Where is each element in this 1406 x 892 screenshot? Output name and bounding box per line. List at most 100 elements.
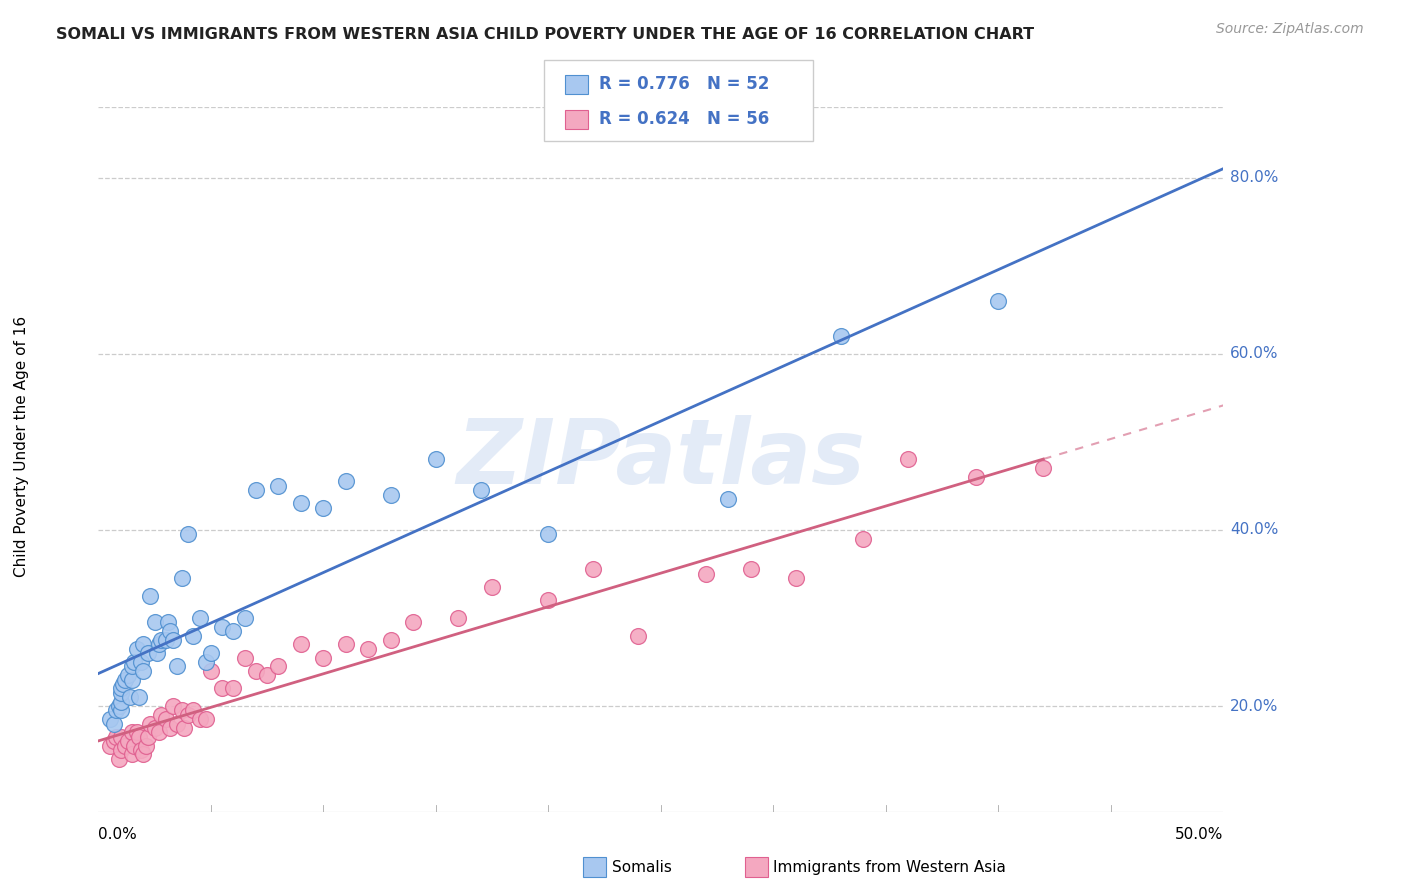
Point — [159, 721, 181, 735]
Point — [148, 725, 170, 739]
Text: 80.0%: 80.0% — [1230, 170, 1278, 185]
Point — [335, 475, 357, 489]
Point — [110, 695, 132, 709]
Point — [170, 703, 193, 717]
Point — [785, 571, 807, 585]
Point — [166, 659, 188, 673]
Point — [740, 562, 762, 576]
Point — [110, 686, 132, 700]
Point — [105, 703, 128, 717]
Point — [103, 716, 125, 731]
Point — [162, 699, 184, 714]
Point — [103, 734, 125, 748]
Point — [695, 566, 717, 581]
Point — [110, 743, 132, 757]
Point — [830, 329, 852, 343]
Point — [132, 664, 155, 678]
Point — [150, 632, 173, 647]
Point — [195, 712, 218, 726]
Point — [256, 668, 278, 682]
Point — [852, 532, 875, 546]
Point — [107, 752, 129, 766]
Point — [290, 496, 312, 510]
Point — [233, 650, 256, 665]
Point — [335, 637, 357, 651]
Point — [233, 611, 256, 625]
Point — [290, 637, 312, 651]
Point — [98, 712, 121, 726]
Text: Child Poverty Under the Age of 16: Child Poverty Under the Age of 16 — [14, 316, 28, 576]
Point — [170, 571, 193, 585]
Point — [470, 483, 492, 498]
Point — [447, 611, 470, 625]
Point — [121, 747, 143, 762]
Text: ZIPatlas: ZIPatlas — [457, 416, 865, 503]
Point — [132, 637, 155, 651]
Point — [245, 664, 267, 678]
Point — [312, 500, 335, 515]
Point — [267, 479, 290, 493]
Point — [425, 452, 447, 467]
Point — [124, 655, 146, 669]
Point — [114, 673, 136, 687]
Text: Somalis: Somalis — [612, 860, 672, 874]
Point — [135, 739, 157, 753]
Point — [188, 712, 211, 726]
Point — [200, 646, 222, 660]
Point — [987, 293, 1010, 308]
Text: Immigrants from Western Asia: Immigrants from Western Asia — [773, 860, 1007, 874]
Text: R = 0.624   N = 56: R = 0.624 N = 56 — [599, 111, 769, 128]
Text: SOMALI VS IMMIGRANTS FROM WESTERN ASIA CHILD POVERTY UNDER THE AGE OF 16 CORRELA: SOMALI VS IMMIGRANTS FROM WESTERN ASIA C… — [56, 27, 1035, 42]
Point — [143, 721, 166, 735]
Text: 40.0%: 40.0% — [1230, 523, 1278, 537]
Text: 60.0%: 60.0% — [1230, 346, 1278, 361]
Point — [181, 703, 204, 717]
Point — [162, 632, 184, 647]
Point — [155, 712, 177, 726]
Point — [132, 747, 155, 762]
Point — [117, 668, 139, 682]
Point — [136, 730, 159, 744]
Text: 20.0%: 20.0% — [1230, 698, 1278, 714]
Text: R = 0.776   N = 52: R = 0.776 N = 52 — [599, 76, 769, 94]
Point — [1032, 461, 1054, 475]
Point — [402, 615, 425, 630]
Point — [177, 707, 200, 722]
Point — [245, 483, 267, 498]
Point — [128, 730, 150, 744]
Point — [380, 632, 402, 647]
Point — [112, 677, 135, 691]
Point — [129, 655, 152, 669]
Point — [129, 743, 152, 757]
Point — [157, 615, 180, 630]
Point — [124, 739, 146, 753]
Point — [136, 646, 159, 660]
Point — [117, 734, 139, 748]
Point — [211, 681, 233, 696]
Point — [211, 620, 233, 634]
Point — [177, 527, 200, 541]
Point — [155, 632, 177, 647]
Point — [582, 562, 605, 576]
Point — [118, 690, 141, 705]
Point — [717, 491, 740, 506]
Point — [357, 641, 380, 656]
Point — [128, 690, 150, 705]
Point — [181, 628, 204, 642]
Point — [188, 611, 211, 625]
Point — [110, 703, 132, 717]
Point — [110, 681, 132, 696]
Point — [150, 707, 173, 722]
Point — [380, 487, 402, 501]
Point — [200, 664, 222, 678]
Point — [312, 650, 335, 665]
Point — [146, 646, 169, 660]
Point — [110, 730, 132, 744]
Point — [537, 593, 560, 607]
Point — [98, 739, 121, 753]
Point — [107, 699, 129, 714]
Point — [166, 716, 188, 731]
Point — [481, 580, 503, 594]
Point — [222, 624, 245, 639]
Point — [105, 730, 128, 744]
